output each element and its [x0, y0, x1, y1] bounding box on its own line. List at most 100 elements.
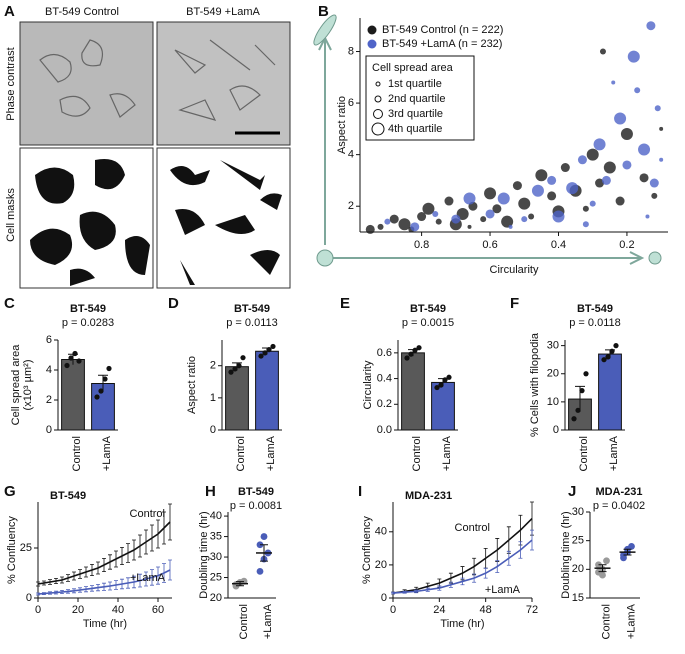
replicate-point	[408, 351, 414, 357]
x-tick-label: 0.4	[551, 239, 566, 251]
point	[645, 214, 650, 219]
replicate-point	[613, 343, 619, 349]
point	[552, 210, 565, 223]
x-tick-label: 0	[390, 604, 396, 616]
x-tick-label: +LamA	[608, 435, 620, 471]
size-legend-title: Cell spread area	[372, 62, 454, 74]
p-value: p = 0.0118	[569, 317, 620, 329]
legend-marker	[367, 25, 377, 35]
replicate-point	[72, 350, 78, 357]
replicate-point	[236, 363, 242, 369]
point	[620, 128, 633, 141]
error-bar	[236, 581, 244, 587]
chart-title: MDA-231	[405, 490, 452, 502]
replicate-point	[599, 571, 606, 579]
x-tick-label: 0.6	[482, 239, 497, 251]
p-value: p = 0.0081	[230, 500, 282, 512]
y-tick-label: 20	[572, 563, 584, 575]
x-tick-label: 0	[35, 604, 41, 616]
point	[566, 182, 579, 195]
y-tick-label: 15	[572, 592, 584, 604]
column-label: BT-549 +LamA	[186, 6, 260, 18]
series-label: +LamA	[130, 572, 166, 584]
replicate-point	[434, 384, 440, 391]
x-tick-label: 60	[152, 604, 164, 616]
x-tick-label: 20	[72, 604, 84, 616]
point	[611, 80, 616, 85]
replicate-point	[583, 371, 589, 377]
replicate-point	[258, 353, 264, 359]
phase-image	[156, 21, 291, 146]
x-tick-label: +LamA	[625, 603, 637, 639]
y-tick-label: 8	[348, 45, 354, 57]
point	[528, 213, 535, 220]
point	[422, 202, 435, 215]
y-tick-label: 0.0	[377, 424, 392, 436]
error-bar	[623, 548, 632, 556]
replicate-point	[102, 376, 108, 382]
size-legend-label: 4th quartile	[388, 123, 442, 135]
replicate-point	[228, 369, 234, 375]
replicate-point	[262, 350, 268, 356]
x-axis-label: Circularity	[490, 264, 539, 276]
y-tick-label: 40	[210, 510, 222, 522]
y-tick-label: 4	[348, 149, 354, 161]
panel-letter: C	[4, 295, 15, 312]
panel-letter: B	[318, 3, 329, 20]
replicate-point	[412, 347, 418, 353]
point	[627, 50, 640, 63]
point	[444, 196, 454, 206]
series-line	[392, 539, 533, 594]
y-axis-label: % Cells with filopodia	[529, 332, 541, 437]
size-legend-label: 3rd quartile	[388, 108, 443, 120]
replicate-point	[605, 354, 611, 360]
y-tick-label: 0	[46, 424, 52, 436]
y-axis-label: Aspect ratio	[336, 96, 348, 154]
point	[432, 210, 439, 217]
row-label: Phase contrast	[5, 47, 17, 120]
replicate-point	[240, 355, 246, 361]
chart-title: BT-549	[70, 303, 106, 315]
replicate-point	[609, 348, 615, 354]
size-legend-box	[365, 55, 475, 141]
panel-letter: A	[4, 3, 15, 20]
point	[593, 138, 606, 151]
column-label: BT-549 Control	[45, 6, 119, 18]
p-value: p = 0.0283	[62, 317, 114, 329]
chart-title: BT-549	[234, 303, 270, 315]
y-tick-label: 40	[375, 526, 387, 538]
bar	[401, 352, 425, 431]
cell-masks	[30, 159, 282, 286]
panel: H 20 25 30 35 40 Control +LamA BT-549 p = 0.0081 D…	[198, 483, 282, 640]
p-value: p = 0.0402	[593, 500, 645, 512]
y-axis-label: % Confluency	[6, 516, 18, 584]
panel-letter: H	[205, 483, 216, 500]
y-tick-label: 0	[26, 592, 32, 604]
size-legend-marker	[375, 81, 381, 87]
panel-letter: D	[168, 295, 179, 312]
point	[512, 181, 522, 191]
cell-outlines	[39, 39, 276, 121]
replicate-point	[98, 388, 104, 394]
series-line	[37, 569, 171, 595]
cell-icon	[648, 251, 662, 265]
x-tick-label: +LamA	[441, 435, 453, 471]
y-axis-label: Circularity	[362, 360, 374, 409]
point	[577, 155, 587, 165]
x-tick-label: Control	[600, 604, 612, 639]
chart-title: MDA-231	[595, 486, 642, 498]
p-value: p = 0.0113	[226, 317, 277, 329]
point	[492, 204, 502, 214]
y-axis-label: Aspect ratio	[186, 356, 198, 414]
point	[659, 126, 664, 131]
point	[659, 157, 664, 162]
chart-title: BT-549	[238, 486, 274, 498]
replicate-point	[68, 355, 74, 361]
replicate-point	[64, 362, 70, 369]
legend-label: BT-549 Control (n = 222)	[382, 24, 503, 36]
size-legend-marker	[371, 122, 385, 136]
y-tick-label: 4	[46, 364, 52, 376]
replicate-point	[579, 388, 585, 394]
point	[484, 187, 497, 200]
legend-label: BT-549 +LamA (n = 232)	[382, 38, 502, 50]
